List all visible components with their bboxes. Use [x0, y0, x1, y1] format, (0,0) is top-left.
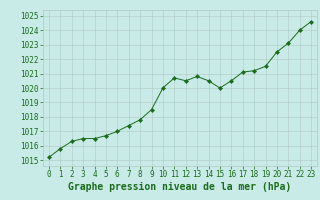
X-axis label: Graphe pression niveau de la mer (hPa): Graphe pression niveau de la mer (hPa) — [68, 182, 292, 192]
